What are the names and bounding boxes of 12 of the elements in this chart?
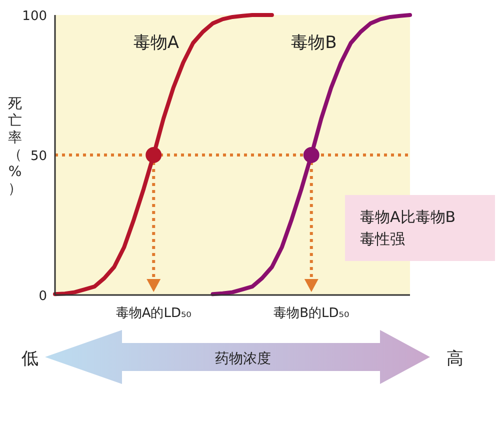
y-tick-label: 0 — [38, 289, 47, 304]
text: 药物浓度 — [215, 351, 271, 367]
series-label: 毒物B — [291, 33, 337, 53]
series-label: 毒物A — [133, 33, 180, 53]
annotation: 毒物A比毒物B 毒性强 — [360, 208, 456, 248]
x-tick-label: 毒物B的LD₅₀ — [274, 306, 350, 321]
y-tick-label: 50 — [30, 149, 47, 164]
text: 高 — [446, 349, 464, 369]
y-tick-label: 100 — [22, 9, 47, 24]
y-axis-title: 死亡率（%） — [8, 96, 22, 197]
text: 低 — [22, 349, 38, 369]
x-tick-label: 毒物A的LD₅₀ — [116, 306, 192, 321]
